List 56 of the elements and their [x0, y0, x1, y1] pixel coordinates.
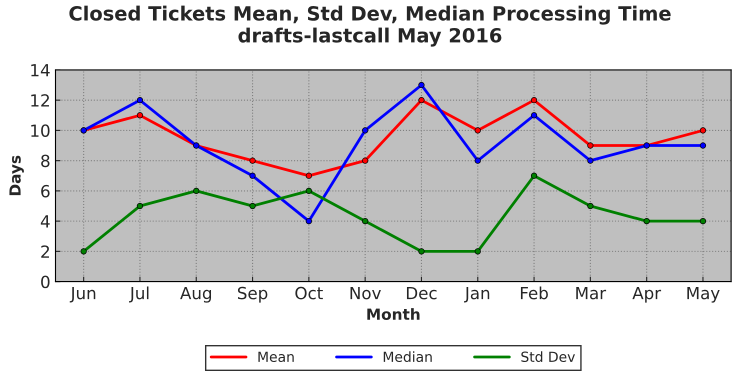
point [306, 218, 312, 224]
point [362, 218, 368, 224]
legend-label: Median [384, 351, 432, 362]
x-tick-label: Dec [406, 286, 437, 300]
y-tick-label: 8 [41, 154, 50, 168]
point [700, 127, 706, 134]
point [306, 172, 312, 179]
point [136, 202, 144, 210]
point [587, 142, 594, 149]
y-axis-title: Days [9, 156, 24, 196]
y-tick-label: 0 [41, 276, 50, 288]
point [249, 202, 256, 210]
point [80, 248, 87, 254]
point [418, 248, 425, 254]
y-tick-label: 10 [31, 124, 50, 137]
point [362, 127, 368, 134]
x-tick-label: May [687, 286, 720, 303]
point [136, 97, 144, 104]
x-axis-title: Month [367, 308, 420, 320]
x-tick-label: Feb [520, 286, 548, 300]
chart-title: Closed Tickets Mean, Std Dev, Median Processing Time drafts-lastcall May 2016 [69, 6, 671, 47]
point [700, 218, 706, 224]
x-tick-label: Jun [70, 286, 96, 302]
y-tick-label: 4 [40, 215, 50, 228]
point [474, 127, 481, 134]
point [587, 202, 594, 210]
y-tick-label: 2 [41, 245, 49, 258]
x-tick-label: Aug [180, 286, 212, 303]
point [530, 97, 538, 104]
legend-label: Std Dev [521, 351, 575, 362]
point [249, 158, 256, 164]
point [530, 112, 538, 118]
point [644, 218, 650, 224]
x-tick-label: Sep [238, 286, 268, 303]
point [530, 172, 538, 179]
point [136, 112, 144, 118]
x-tick-label: Nov [350, 286, 381, 300]
point [362, 158, 368, 164]
point [193, 188, 200, 194]
legend-label: Mean [258, 352, 294, 362]
point [249, 172, 256, 179]
point [700, 142, 706, 149]
x-tick-label: Jan [464, 286, 490, 302]
point [474, 248, 481, 254]
y-tick-label: 12 [31, 94, 49, 106]
point [587, 158, 594, 164]
x-tick-label: Jul [129, 286, 148, 302]
point [474, 158, 481, 164]
x-tick-label: Apr [632, 286, 662, 303]
point [306, 188, 312, 194]
x-tick-label: Mar [576, 286, 606, 300]
y-tick-label: 6 [41, 184, 50, 198]
y-tick-label: 14 [31, 64, 50, 76]
x-tick-label: Oct [295, 286, 323, 300]
point [418, 82, 425, 88]
point [418, 97, 425, 104]
